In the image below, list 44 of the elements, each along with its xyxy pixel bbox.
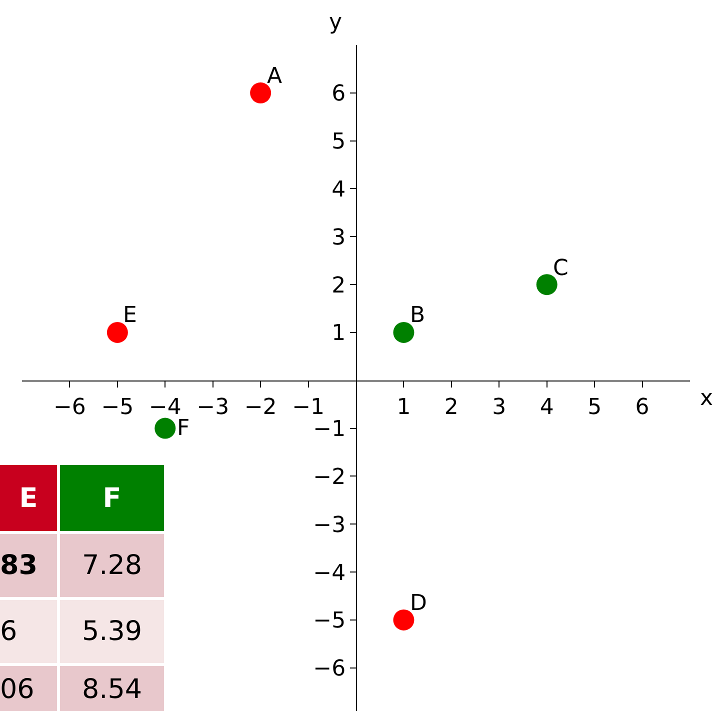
annotation: 83	[0, 534, 57, 597]
x-tick-label: 1	[396, 394, 411, 420]
y-tick-label: −3	[313, 512, 346, 538]
annotation: 8.54	[60, 666, 164, 711]
x-tick-label: 4	[540, 394, 554, 420]
y-tick-label: −1	[313, 417, 346, 442]
y-tick-label: 6	[332, 82, 346, 107]
y-tick-label: −4	[313, 560, 346, 586]
annotation: 5.39	[60, 600, 164, 663]
point	[393, 609, 414, 630]
annotation: D	[410, 591, 427, 616]
annotation: 06	[0, 666, 57, 711]
x-tick-label: −6	[53, 394, 86, 420]
y-tick-label: 2	[332, 273, 346, 298]
y-axis-title: y	[329, 10, 342, 35]
x-tick-label: −5	[101, 394, 134, 420]
point	[393, 322, 414, 343]
y-tick-label: −2	[313, 464, 346, 490]
x-tick-label: 2	[444, 394, 458, 420]
annotation: B	[410, 303, 426, 328]
annotation: F	[60, 465, 164, 531]
x-tick-label: 3	[492, 394, 506, 420]
y-tick-label: −5	[313, 608, 346, 634]
annotation: E	[0, 465, 57, 531]
point	[250, 82, 272, 104]
x-tick-label: 6	[635, 394, 650, 420]
point	[536, 274, 558, 296]
annotation: E	[123, 303, 137, 328]
y-tick-label: 1	[332, 321, 346, 346]
point	[106, 322, 128, 343]
annotation: C	[553, 256, 568, 281]
y-tick-label: −6	[313, 656, 346, 682]
x-tick-label: −2	[244, 394, 277, 420]
annotation: 7.28	[60, 534, 164, 597]
y-tick-label: 4	[332, 177, 346, 202]
x-tick-label: −1	[292, 394, 325, 420]
y-tick-label: 3	[332, 225, 346, 250]
x-tick-label: 5	[588, 394, 602, 420]
text: 6	[0, 600, 57, 663]
annotation: A	[267, 64, 282, 89]
x-tick-label: −3	[196, 394, 230, 420]
x-axis-title: x	[700, 386, 714, 411]
y-tick-label: 5	[332, 130, 346, 155]
point	[154, 418, 176, 439]
